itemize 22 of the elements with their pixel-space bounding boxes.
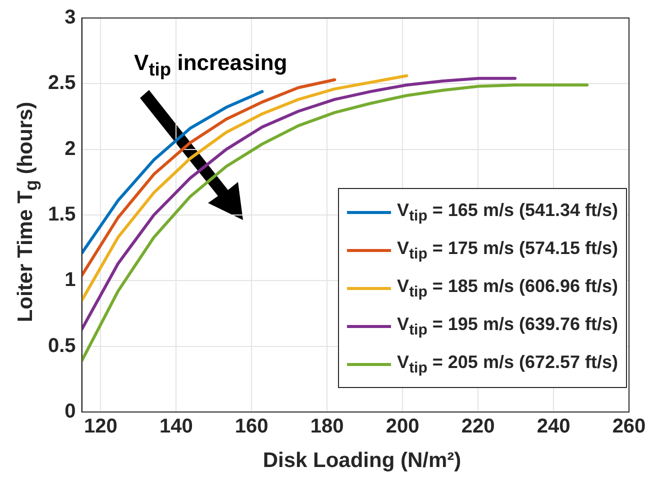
x-tick-label: 160 <box>234 416 268 438</box>
annotation: V$_{tip}$ increasing <box>134 50 288 80</box>
y-tick-label: 1 <box>64 269 76 292</box>
y-tick-label: 3 <box>64 6 76 29</box>
y-tick-label: 1.5 <box>48 204 76 226</box>
x-tick-label: 120 <box>84 416 118 438</box>
legend-label: V$_{tip}$ = 205 m/s (672.57 ft/s) <box>397 352 618 376</box>
y-tick-label: 0 <box>64 400 76 423</box>
legend-label: V$_{tip}$ = 195 m/s (639.76 ft/s) <box>397 314 618 338</box>
y-tick-label: 2 <box>64 138 76 160</box>
x-tick-label: 240 <box>536 416 570 438</box>
y-tick-label: 2.5 <box>48 72 76 94</box>
legend-label: V$_{tip}$ = 185 m/s (606.96 ft/s) <box>397 276 618 300</box>
x-tick-label: 200 <box>386 416 420 438</box>
x-tick-label: 140 <box>159 416 193 438</box>
x-tick-label: 180 <box>310 416 344 438</box>
x-tick-label: 220 <box>461 416 495 438</box>
x-tick-label: 260 <box>612 416 646 438</box>
y-tick-label: 0.5 <box>48 334 76 357</box>
legend-label: V$_{tip}$ = 175 m/s (574.15 ft/s) <box>397 238 618 262</box>
x-axis-title: Disk Loading (N/m²) <box>262 449 462 473</box>
legend-label: V$_{tip}$ = 165 m/s (541.34 ft/s) <box>397 200 618 224</box>
